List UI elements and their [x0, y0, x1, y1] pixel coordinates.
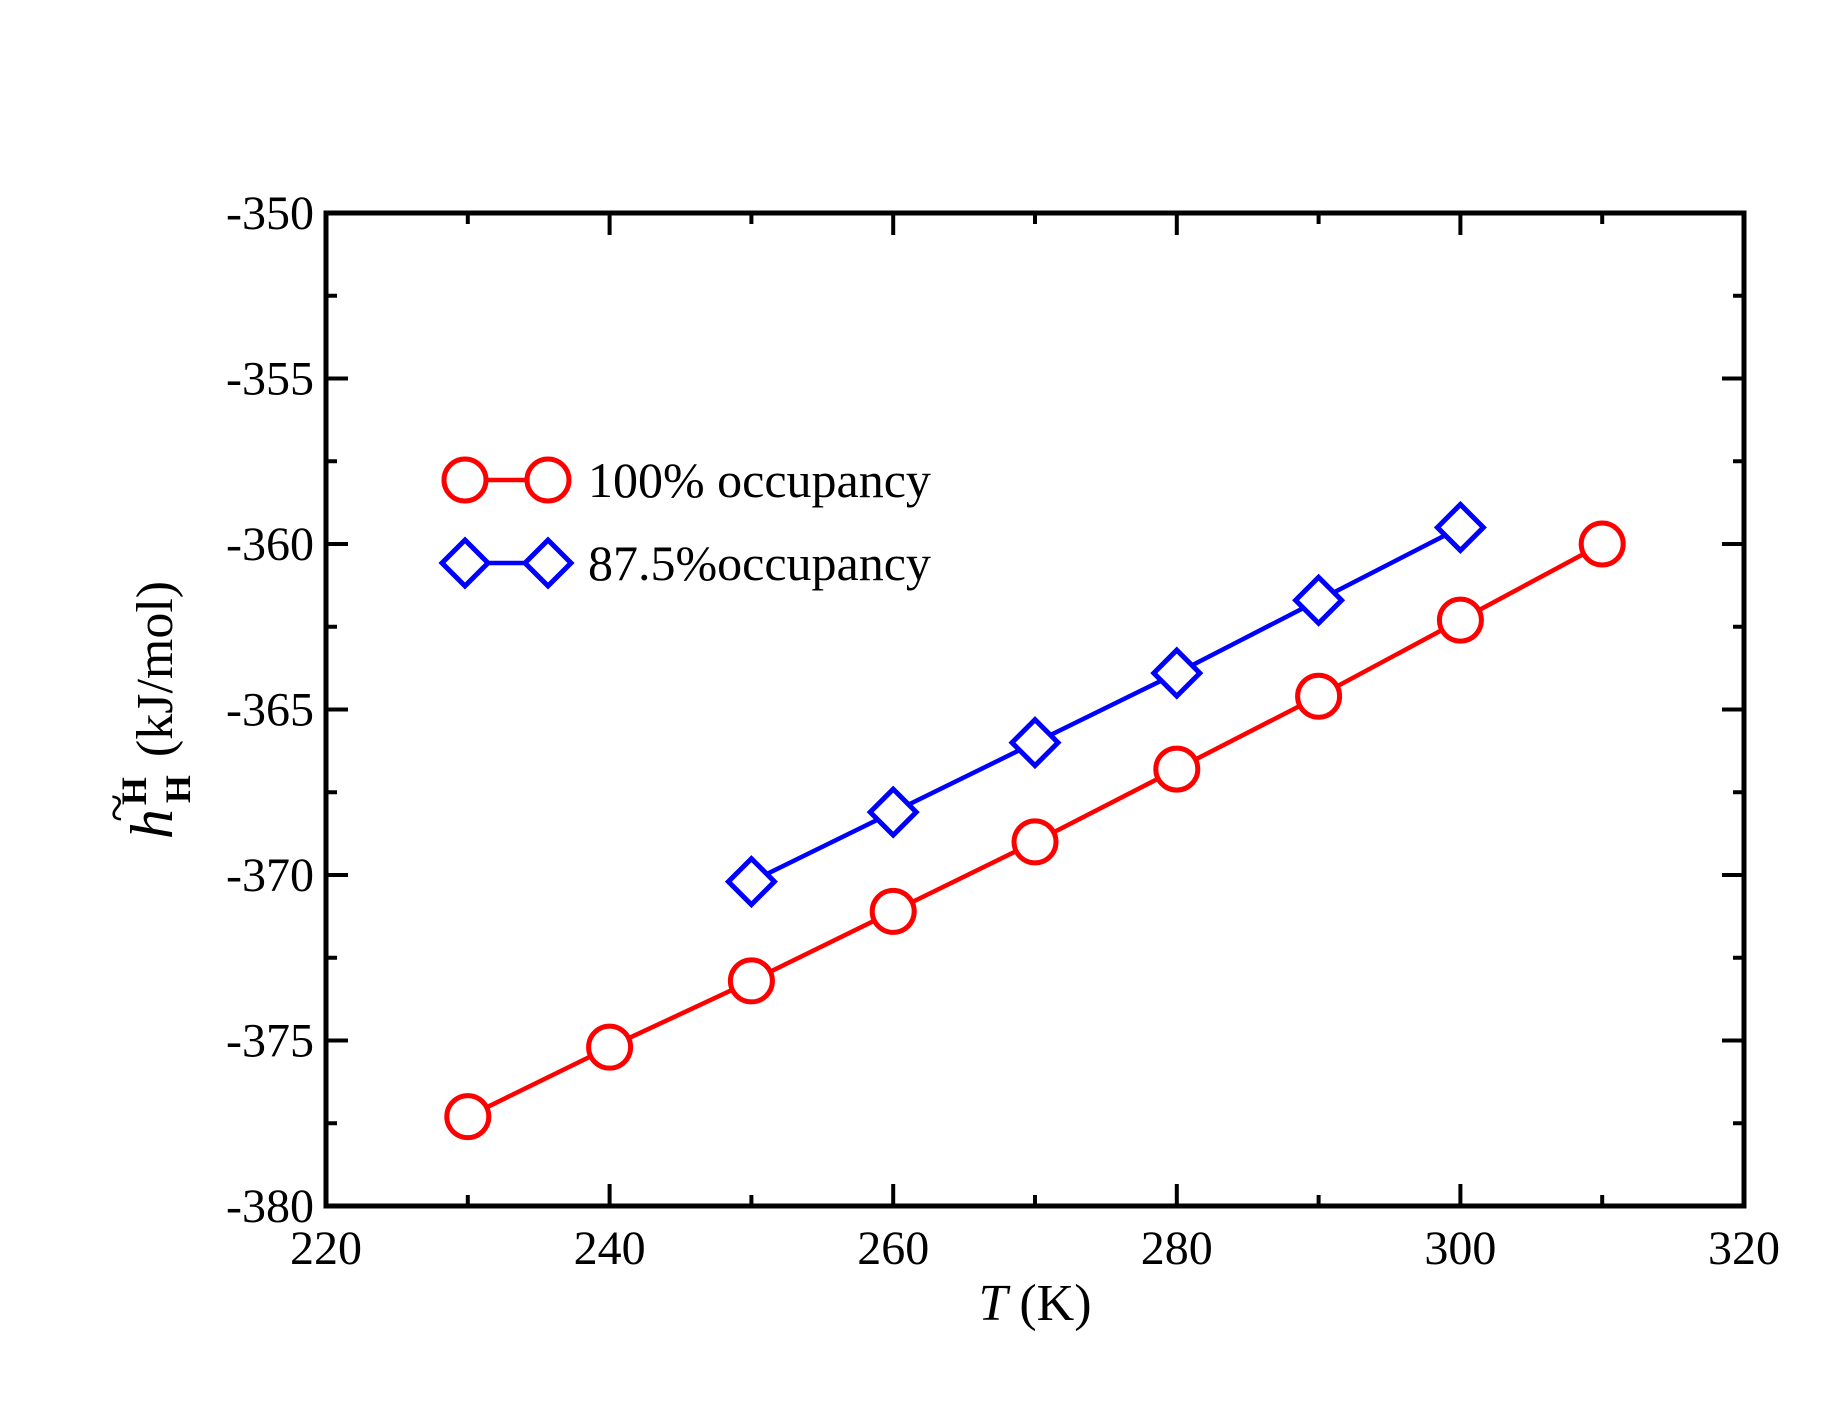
x-tick-label: 260	[857, 1222, 929, 1275]
y-axis-subscript: H	[158, 775, 198, 803]
y-tick-label: -365	[226, 684, 314, 737]
series-0	[444, 520, 1626, 1141]
y-axis-title: hH H (kJ/mol) ~	[89, 581, 198, 839]
data-point-marker	[1011, 818, 1059, 866]
y-axis-symbol: h	[119, 809, 185, 839]
x-tick-label: 220	[290, 1222, 362, 1275]
data-point-marker	[1153, 745, 1201, 793]
data-point-marker	[869, 887, 917, 935]
x-axis-symbol: T	[978, 1275, 1010, 1332]
x-tick-labels: 220 240 260 280 300 320	[290, 1222, 1780, 1275]
data-point-marker	[724, 855, 778, 909]
y-tick-label: -360	[226, 518, 314, 571]
y-axis-superscript: H	[114, 777, 154, 805]
legend-marker	[521, 536, 575, 590]
x-axis-unit: (K)	[1019, 1275, 1091, 1332]
data-point-marker	[1433, 500, 1487, 554]
data-point-marker	[1150, 646, 1204, 700]
data-point-marker	[1008, 716, 1062, 770]
x-tick-label: 240	[574, 1222, 646, 1275]
series-layer	[444, 500, 1626, 1141]
data-point-marker	[1436, 596, 1484, 644]
x-tick-label: 300	[1424, 1222, 1496, 1275]
data-point-marker	[727, 957, 775, 1005]
x-tick-label: 320	[1708, 1222, 1780, 1275]
legend-item: 87.5%occupancy	[438, 535, 931, 591]
legend: 100% occupancy 87.5%occupancy	[438, 452, 931, 591]
data-point-marker	[444, 1093, 492, 1141]
y-tick-label: -355	[226, 353, 314, 406]
data-point-marker	[1295, 672, 1343, 720]
data-point-marker	[1292, 573, 1346, 627]
plot-frame	[323, 210, 1747, 1209]
series-1	[724, 500, 1487, 909]
legend-label: 100% occupancy	[588, 452, 931, 508]
x-axis-title: T (K)	[978, 1275, 1091, 1332]
legend-label: 87.5%occupancy	[588, 535, 931, 591]
y-tick-label: -375	[226, 1015, 314, 1068]
legend-marker	[441, 456, 489, 504]
x-tick-label: 280	[1141, 1222, 1213, 1275]
series-line	[750, 525, 1462, 884]
legend-marker	[524, 456, 572, 504]
y-axis-unit: (kJ/mol)	[127, 581, 184, 757]
y-tick-label: -370	[226, 849, 314, 902]
y-tick-label: -350	[226, 187, 314, 240]
svg-text:hHH(kJ/mol): hH H (kJ/mol)	[114, 581, 198, 839]
data-point-marker	[866, 785, 920, 839]
legend-item: 100% occupancy	[441, 452, 931, 508]
legend-marker	[438, 536, 492, 590]
y-tick-labels: -380 -375 -370 -365 -360 -355 -350	[226, 187, 314, 1233]
y-axis-accent: ~	[89, 794, 146, 822]
data-point-marker	[1578, 520, 1626, 568]
y-tick-label: -380	[226, 1180, 314, 1233]
data-point-marker	[586, 1023, 634, 1071]
